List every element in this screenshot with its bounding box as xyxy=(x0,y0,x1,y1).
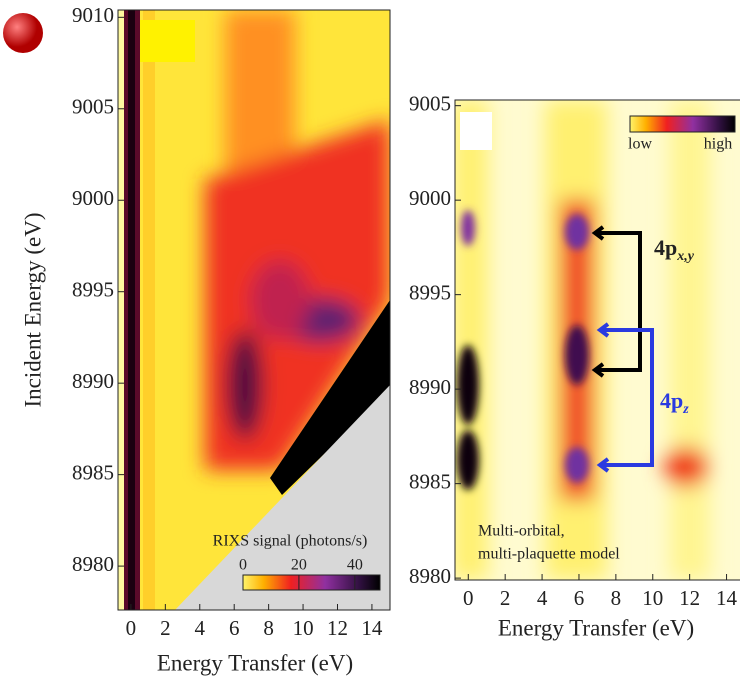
colorbar-tick-label: 0 xyxy=(239,557,247,574)
x-tick-label: 2 xyxy=(160,616,171,640)
annotation: Multi-orbital, xyxy=(478,523,565,540)
x-tick-label: 6 xyxy=(229,616,240,640)
x-tick-label: 10 xyxy=(642,586,663,610)
y-tick-label: 8980 xyxy=(409,564,451,588)
y-tick-label: 9000 xyxy=(409,186,451,210)
x-tick-label: 14 xyxy=(361,616,383,640)
x-tick-label: 12 xyxy=(327,616,348,640)
y-tick-label: 9005 xyxy=(409,91,451,115)
x-tick-label: 12 xyxy=(679,586,700,610)
y-tick-label: 8990 xyxy=(409,375,451,399)
y-tick-label: 8985 xyxy=(72,460,114,484)
x-axis-label: Energy Transfer (eV) xyxy=(498,615,694,640)
x-tick-label: 6 xyxy=(574,586,585,610)
annotation: 4p xyxy=(654,235,677,260)
x-tick-label: 10 xyxy=(293,616,314,640)
x-tick-label: 14 xyxy=(716,586,738,610)
x-tick-label: 4 xyxy=(195,616,206,640)
y-axis-label: Incident Energy (eV) xyxy=(20,213,45,408)
y-tick-label: 9000 xyxy=(72,186,114,210)
decoration xyxy=(3,13,43,53)
colorbar-tick-label: 40 xyxy=(347,557,363,574)
axes-frame xyxy=(454,99,740,581)
heatmap-right xyxy=(455,100,740,580)
y-tick-label: 8995 xyxy=(409,280,451,304)
y-tick-label: 9005 xyxy=(72,95,114,119)
colorbar-label: high xyxy=(704,136,732,153)
annotation: multi-plaquette model xyxy=(478,546,620,563)
x-tick-label: 0 xyxy=(126,616,137,640)
annotation: 4pz xyxy=(660,388,689,417)
y-tick-label: 8995 xyxy=(72,278,114,302)
colorbar-label: low xyxy=(628,136,652,153)
annotation: x,y xyxy=(676,249,695,264)
y-tick-label: 8990 xyxy=(72,369,114,393)
annotation: z xyxy=(682,402,689,417)
colorbar xyxy=(242,574,381,591)
x-tick-label: 4 xyxy=(537,586,548,610)
x-tick-label: 2 xyxy=(500,586,511,610)
x-tick-label: 8 xyxy=(263,616,274,640)
colorbar xyxy=(629,115,736,133)
axes-frame xyxy=(117,9,391,611)
y-tick-label: 8980 xyxy=(72,552,114,576)
heatmap-left xyxy=(118,10,390,610)
y-tick-label: 9010 xyxy=(72,3,114,27)
x-tick-label: 8 xyxy=(611,586,622,610)
x-tick-label: 0 xyxy=(463,586,474,610)
x-axis-label: Energy Transfer (eV) xyxy=(157,650,353,675)
annotation: 4p xyxy=(660,388,683,413)
annotation: 4px,y xyxy=(654,235,695,264)
arrows xyxy=(591,225,654,473)
colorbar-tick-label: 20 xyxy=(291,557,307,574)
colorbar-label: RIXS signal (photons/s) xyxy=(213,533,368,550)
y-tick-label: 8985 xyxy=(409,469,451,493)
